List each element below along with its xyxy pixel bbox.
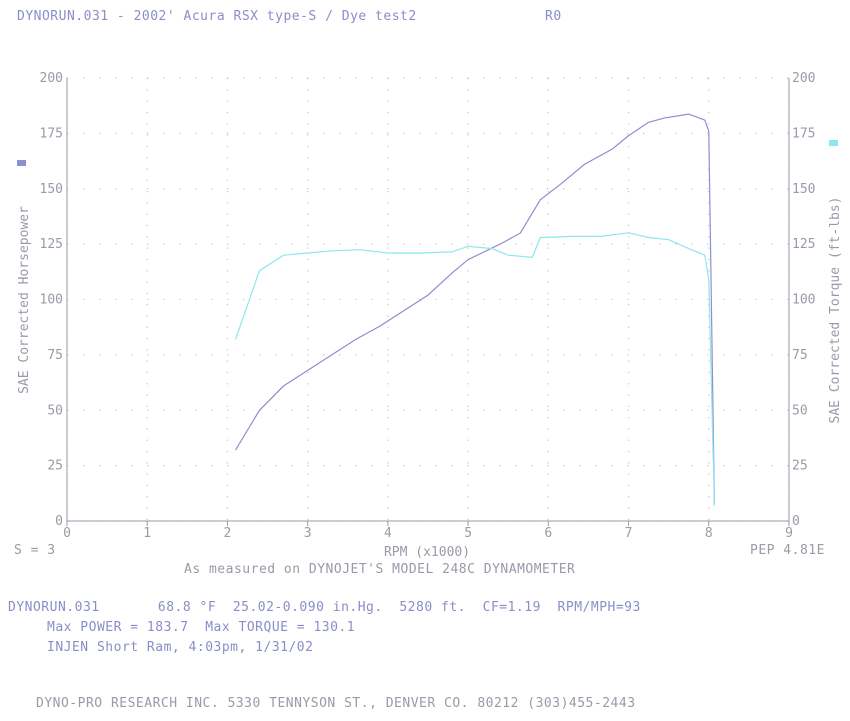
y-tick-label: 0	[55, 514, 63, 529]
power-legend-marker	[17, 160, 26, 166]
x-tick-label: 6	[544, 526, 552, 541]
x-tick-label: 1	[143, 526, 151, 541]
pep-label: PEP 4.81E	[750, 543, 825, 558]
x-tick-label: 7	[625, 526, 633, 541]
y-tick-label: 200	[40, 71, 63, 86]
chart-header-title: DYNORUN.031 - 2002' Acura RSX type-S / D…	[17, 9, 417, 24]
smoothing-label: S = 3	[14, 543, 56, 558]
run-conditions: DYNORUN.031 68.8 °F 25.02-0.090 in.Hg. 5…	[8, 600, 641, 615]
y2-tick-label: 25	[792, 459, 808, 474]
x-tick-label: 0	[63, 526, 71, 541]
footer-address: DYNO-PRO RESEARCH INC. 5330 TENNYSON ST.…	[36, 696, 636, 711]
x-axis-label: RPM (x1000)	[384, 545, 470, 560]
y2-tick-label: 200	[792, 71, 815, 86]
y2-tick-label: 125	[792, 237, 815, 252]
y-tick-label: 50	[47, 403, 63, 418]
chart-header-code: R0	[545, 9, 562, 24]
x-tick-label: 5	[464, 526, 472, 541]
x-tick-label: 4	[384, 526, 392, 541]
y2-tick-label: 75	[792, 348, 808, 363]
max-values: Max POWER = 183.7 Max TORQUE = 130.1	[47, 620, 356, 635]
y-tick-label: 150	[40, 182, 63, 197]
x-tick-label: 2	[224, 526, 232, 541]
y-tick-label: 25	[47, 459, 63, 474]
series-lines	[234, 113, 715, 506]
torque-legend-marker	[829, 140, 838, 146]
y2-tick-label: 175	[792, 126, 815, 141]
y-tick-label: 125	[40, 237, 63, 252]
x-tick-label: 8	[705, 526, 713, 541]
x-tick-label: 3	[304, 526, 312, 541]
run-notes: INJEN Short Ram, 4:03pm, 1/31/02	[47, 640, 314, 655]
y-tick-label: 175	[40, 126, 63, 141]
power-curve	[234, 113, 715, 506]
y2-tick-label: 0	[792, 514, 800, 529]
grid	[66, 77, 790, 522]
y2-axis-label: SAE Corrected Torque (ft-lbs)	[828, 197, 843, 424]
y-tick-label: 75	[47, 348, 63, 363]
y2-tick-label: 100	[792, 293, 815, 308]
y2-tick-label: 150	[792, 182, 815, 197]
y-tick-label: 100	[40, 293, 63, 308]
axes	[66, 78, 790, 526]
y2-tick-label: 50	[792, 403, 808, 418]
measured-note: As measured on DYNOJET'S MODEL 248C DYNA…	[184, 562, 576, 577]
x-tick-label: 9	[785, 526, 793, 541]
y-axis-label: SAE Corrected Horsepower	[17, 206, 32, 394]
torque-curve	[234, 232, 715, 506]
